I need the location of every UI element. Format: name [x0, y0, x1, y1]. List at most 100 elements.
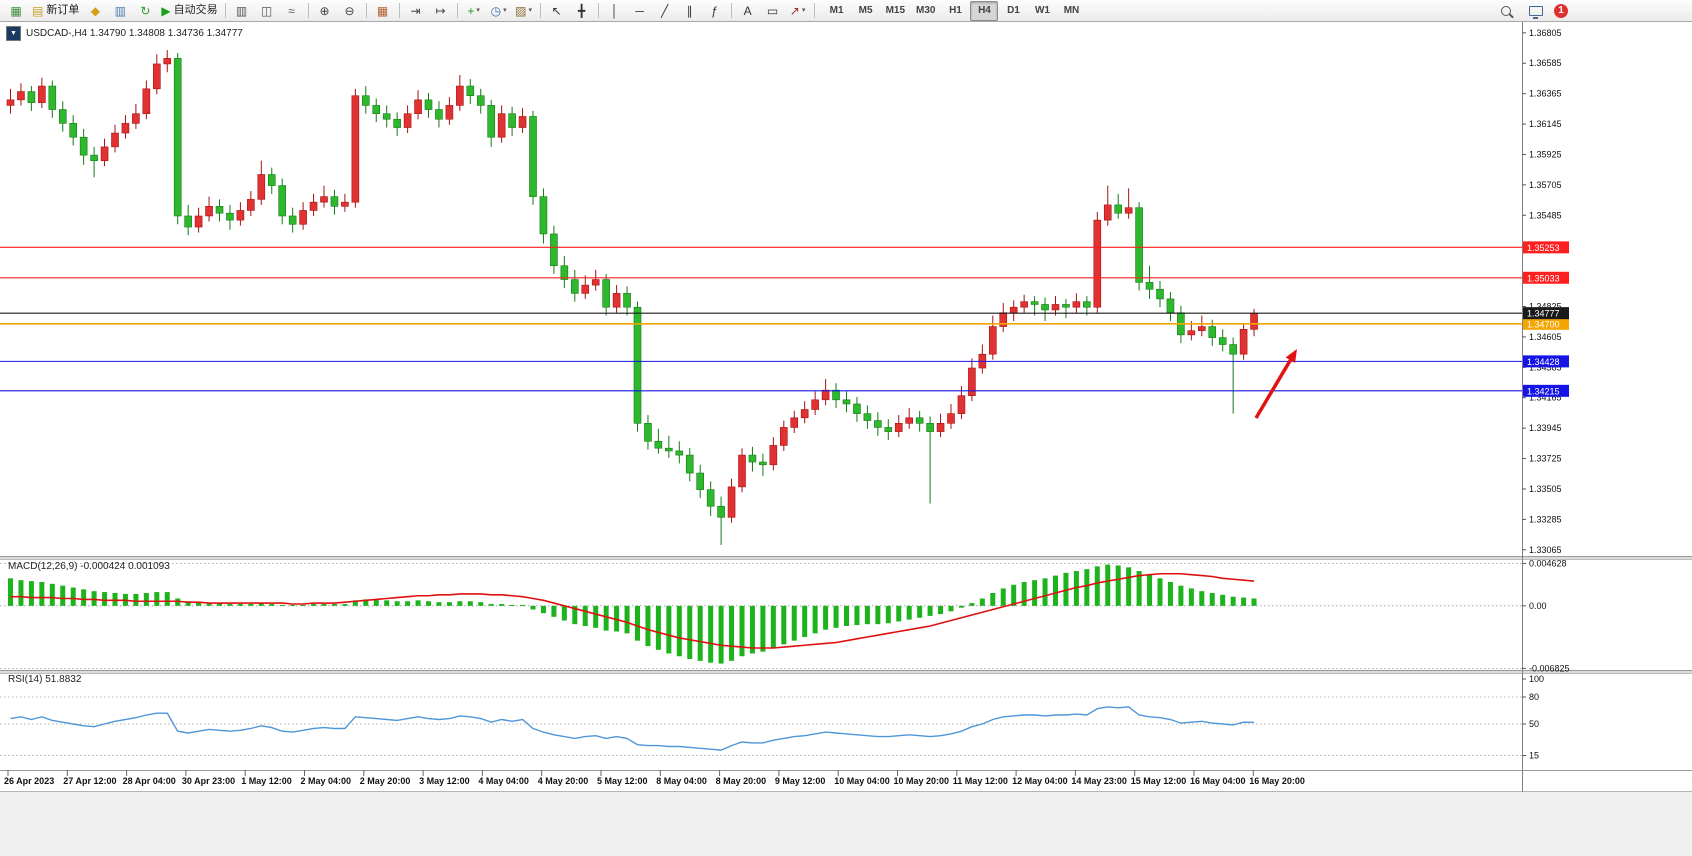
svg-text:1.34605: 1.34605: [1529, 332, 1562, 342]
arrows-icon: ↗: [789, 3, 800, 18]
fibonacci-icon: ƒ: [711, 3, 718, 18]
profiles-button[interactable]: ◆: [83, 1, 107, 21]
price-badge: [1523, 317, 1569, 330]
caret-down-icon: ▾: [528, 7, 532, 14]
svg-text:16 May 04:00: 16 May 04:00: [1190, 776, 1246, 786]
timeframe-m15-button[interactable]: M15: [885, 4, 906, 16]
candlestick-series: [6, 50, 1258, 545]
auto-trading-button[interactable]: ▶ 自动交易: [158, 1, 220, 21]
price-badges: 1.35253 1.35033 1.34700 1.34428 1.34215 1.347…: [1523, 241, 1569, 397]
svg-text:30 Apr 23:00: 30 Apr 23:00: [182, 776, 235, 786]
profiles-icon: ◆: [90, 3, 100, 18]
timeframe-mn-button[interactable]: MN: [1063, 4, 1080, 16]
text-button[interactable]: A: [736, 1, 760, 21]
refresh-button[interactable]: ↻: [133, 1, 157, 21]
price-badge: [1523, 384, 1569, 397]
chart-dropdown-button[interactable]: ▼: [6, 26, 21, 41]
panel-separators[interactable]: [0, 556, 1692, 792]
horizontal-levels[interactable]: [0, 246, 1522, 392]
fibonacci-button[interactable]: ƒ: [703, 1, 727, 21]
market-watch-icon: ▥: [114, 3, 127, 18]
svg-text:0.00: 0.00: [1529, 601, 1547, 611]
toolbar-right-group: 1: [1494, 1, 1568, 21]
bar-chart-mode-button[interactable]: ▥: [230, 1, 254, 21]
svg-text:1.35033: 1.35033: [1527, 273, 1560, 283]
auto-scroll-icon: ⇥: [410, 3, 421, 18]
timeframe-w1-button[interactable]: W1: [1034, 4, 1050, 16]
svg-text:1.33285: 1.33285: [1529, 514, 1562, 524]
main-toolbar: ▦ ▤ 新订单 ◆ ▥ ↻ ▶ 自动交易 ▥ ◫ ≈ ⊕ ⊖ ▦ ⇥ ↦ + ▾ ◷ ▾ ▨ ▾ ↖ ╋ │ ─ ╱ ∥ ƒ A ▭ ↗ ▾ M1…: [0, 0, 1692, 22]
new-order-button[interactable]: ▤ 新订单: [29, 1, 82, 21]
vertical-line-icon: │: [610, 3, 619, 18]
toolbar-separator: [398, 3, 400, 18]
timeframe-h1-button[interactable]: H1: [949, 4, 962, 16]
time-axis[interactable]: 26 Apr 2023 27 Apr 12:00 28 Apr 04:00 30 Ap…: [4, 770, 1305, 786]
channel-button[interactable]: ∥: [678, 1, 702, 21]
trendline-button[interactable]: ╱: [653, 1, 677, 21]
svg-text:10 May 04:00: 10 May 04:00: [834, 776, 890, 786]
toolbar-separator: [813, 3, 815, 18]
timeframe-d1-button[interactable]: D1: [1007, 4, 1020, 16]
zoom-out-button[interactable]: ⊖: [338, 1, 362, 21]
text-label-button[interactable]: ▭: [761, 1, 785, 21]
periods-button[interactable]: ◷ ▾: [487, 1, 511, 21]
search-button[interactable]: [1494, 1, 1518, 21]
zoom-in-button[interactable]: ⊕: [313, 1, 337, 21]
vertical-line-button[interactable]: │: [603, 1, 627, 21]
macd-signal-line: [10, 572, 1255, 649]
macd-label: MACD(12,26,9) -0.000424 0.001093: [8, 561, 170, 572]
svg-text:9 May 12:00: 9 May 12:00: [775, 776, 826, 786]
text-icon: A: [743, 3, 752, 18]
svg-text:1.35925: 1.35925: [1529, 149, 1562, 159]
cursor-icon: ↖: [551, 3, 562, 18]
cursor-button[interactable]: ↖: [545, 1, 569, 21]
toolbar-left-group: ▦ ▤ 新订单 ◆ ▥ ↻ ▶ 自动交易 ▥ ◫ ≈ ⊕ ⊖ ▦ ⇥ ↦ + ▾ ◷ ▾ ▨ ▾ ↖ ╋ │ ─ ╱ ∥ ƒ A ▭ ↗ ▾ M1…: [4, 0, 1085, 21]
price-badge: [1523, 271, 1569, 284]
new-chart-button[interactable]: ▦: [4, 1, 28, 21]
horizontal-line-button[interactable]: ─: [628, 1, 652, 21]
svg-text:5 May 12:00: 5 May 12:00: [597, 776, 648, 786]
svg-text:1.33945: 1.33945: [1529, 423, 1562, 433]
svg-text:80: 80: [1529, 692, 1539, 702]
market-watch-button[interactable]: ▥: [108, 1, 132, 21]
channel-icon: ∥: [686, 3, 693, 18]
chart-shift-icon: ↦: [435, 3, 446, 18]
toolbar-separator: [597, 3, 599, 18]
tile-windows-button[interactable]: ▦: [371, 1, 395, 21]
toolbar-separator: [730, 3, 732, 18]
timeframe-m1-button[interactable]: M1: [829, 4, 844, 16]
notification-badge[interactable]: 1: [1554, 3, 1568, 18]
svg-text:1.36365: 1.36365: [1529, 89, 1562, 99]
svg-text:15 May 12:00: 15 May 12:00: [1131, 776, 1187, 786]
desktop-button[interactable]: [1524, 1, 1548, 21]
toolbar-separator: [456, 3, 458, 18]
svg-text:1.33065: 1.33065: [1529, 545, 1562, 555]
svg-text:12 May 04:00: 12 May 04:00: [1012, 776, 1068, 786]
monitor-icon: [1529, 5, 1543, 19]
chart-shift-button[interactable]: ↦: [429, 1, 453, 21]
svg-text:1.34700: 1.34700: [1527, 319, 1560, 329]
svg-text:8 May 20:00: 8 May 20:00: [716, 776, 767, 786]
toolbar-separator: [224, 3, 226, 18]
arrows-button[interactable]: ↗ ▾: [786, 1, 810, 21]
crosshair-button[interactable]: ╋: [570, 1, 594, 21]
svg-text:0.004628: 0.004628: [1529, 558, 1567, 568]
search-icon: [1501, 5, 1511, 16]
timeframe-m5-button[interactable]: M5: [858, 4, 873, 16]
auto-scroll-button[interactable]: ⇥: [404, 1, 428, 21]
timeframe-h4-button[interactable]: H4: [970, 0, 999, 21]
indicators-button[interactable]: + ▾: [462, 1, 486, 21]
price-badge: [1523, 355, 1569, 368]
svg-text:28 Apr 04:00: 28 Apr 04:00: [123, 776, 176, 786]
candle-chart-mode-button[interactable]: ◫: [255, 1, 279, 21]
svg-text:1.33725: 1.33725: [1529, 454, 1562, 464]
zoom-in-icon: ⊕: [319, 3, 330, 18]
templates-button[interactable]: ▨ ▾: [512, 1, 536, 21]
trend-arrow-annotation[interactable]: [1254, 349, 1297, 419]
line-chart-mode-button[interactable]: ≈: [280, 1, 304, 21]
timeframe-m30-button[interactable]: M30: [916, 4, 936, 16]
trendline-icon: ╱: [660, 3, 669, 18]
rsi-panel: 100 80 50 15: [0, 674, 1544, 761]
